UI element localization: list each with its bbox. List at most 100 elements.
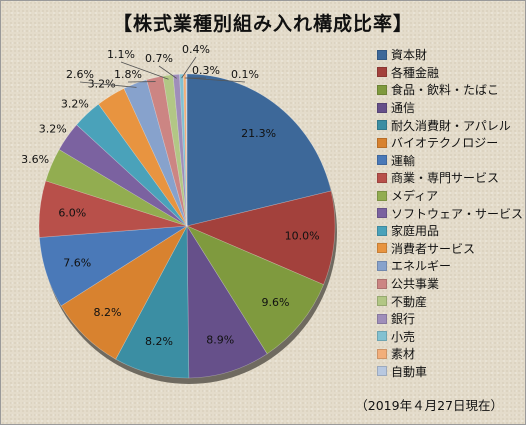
- legend-item: メディア: [377, 187, 523, 205]
- legend-item: 不動産: [377, 292, 523, 310]
- legend-swatch: [377, 49, 387, 60]
- legend-swatch: [377, 137, 387, 148]
- legend-item: 商業・専門サービス: [377, 169, 523, 187]
- legend-label: メディア: [391, 189, 439, 204]
- legend-swatch: [377, 296, 387, 307]
- legend-swatch: [377, 331, 387, 342]
- slice-data-label: 21.3%: [241, 127, 276, 140]
- legend-label: 消費者サービス: [391, 241, 476, 256]
- pie-slice: [186, 225, 324, 355]
- leader-line: [181, 56, 197, 79]
- slice-data-label: 3.2%: [39, 122, 67, 135]
- pie-slice: [60, 225, 188, 360]
- legend-label: ソフトウェア・サービス: [391, 206, 524, 221]
- legend-swatch: [377, 278, 387, 289]
- legend-label: 素材: [391, 347, 416, 362]
- legend-swatch: [377, 120, 387, 131]
- legend-label: 小売: [391, 329, 416, 344]
- pie-slice: [146, 75, 188, 227]
- legend-label: バイオテクノロジー: [391, 136, 499, 151]
- slice-data-label: 6.0%: [58, 207, 86, 220]
- slice-data-label: 7.6%: [63, 257, 91, 270]
- legend-item: 食品・飲料・たばこ: [377, 81, 523, 99]
- legend-item: 自動車: [377, 363, 523, 381]
- slice-data-label: 0.7%: [145, 52, 173, 65]
- legend-item: 各種金融: [377, 64, 523, 82]
- pie-slice: [162, 74, 188, 227]
- legend-item: 資本財: [377, 46, 523, 64]
- leader-line: [186, 77, 246, 83]
- legend-label: エネルギー: [391, 259, 452, 274]
- chart-title: 【株式業種別組み入れ構成比率】: [112, 13, 413, 35]
- legend-label: 食品・飲料・たばこ: [391, 83, 500, 98]
- slice-data-label: 1.8%: [114, 68, 142, 81]
- legend-item: 家庭用品: [377, 222, 523, 240]
- legend-item: 銀行: [377, 310, 523, 328]
- legend-item: ソフトウェア・サービス: [377, 204, 523, 222]
- legend-swatch: [377, 348, 387, 359]
- chart-legend: 資本財各種金融食品・飲料・たばこ 通信耐久消費財・アパレル バイオテクノロジー 運輸商…: [377, 46, 523, 380]
- legend-label: 不動産: [391, 294, 428, 309]
- pie-slice: [98, 88, 188, 227]
- as-of-date: （2019年４月27日現在）: [355, 398, 503, 413]
- slice-data-label: 3.6%: [21, 153, 49, 166]
- legend-label: 家庭用品: [391, 224, 440, 239]
- legend-label: 商業・専門サービス: [391, 171, 500, 186]
- legend-label: 通信: [391, 101, 416, 116]
- legend-label: 自動車: [391, 364, 428, 379]
- pie-slice: [179, 73, 188, 227]
- pie-slice: [115, 225, 190, 379]
- slice-data-label: 8.2%: [145, 335, 173, 348]
- slice-data-label: 2.6%: [66, 68, 94, 81]
- slice-data-label: 3.2%: [61, 98, 89, 111]
- slice-data-label: 10.0%: [285, 230, 320, 243]
- legend-item: 公共事業: [377, 275, 523, 293]
- legend-item: エネルギー: [377, 257, 523, 275]
- legend-swatch: [377, 313, 387, 324]
- pie-slice: [186, 73, 332, 227]
- leader-line: [158, 65, 177, 79]
- legend-item: 通信: [377, 99, 523, 117]
- pie-slice: [186, 190, 336, 286]
- legend-swatch: [377, 172, 387, 183]
- legend-swatch: [377, 225, 387, 236]
- legend-swatch: [377, 102, 387, 113]
- pie-slice: [58, 124, 188, 227]
- legend-item: バイオテクノロジー: [377, 134, 523, 152]
- pie-slice: [172, 73, 188, 227]
- pie-slice: [45, 149, 188, 227]
- legend-item: 小売: [377, 328, 523, 346]
- legend-swatch: [377, 243, 387, 254]
- legend-label: 公共事業: [391, 277, 440, 292]
- legend-label: 耐久消費財・アパレル: [391, 118, 511, 133]
- pie-slice: [123, 79, 188, 227]
- legend-label: 各種金融: [391, 65, 440, 80]
- legend-label: 資本財: [391, 48, 428, 63]
- slice-data-label: 0.1%: [231, 68, 259, 81]
- legend-label: 銀行: [391, 312, 416, 327]
- legend-swatch: [377, 67, 387, 78]
- leader-line: [79, 81, 137, 88]
- pie-slice: [185, 73, 188, 227]
- legend-item: 耐久消費財・アパレル: [377, 116, 523, 134]
- legend-swatch: [377, 155, 387, 166]
- legend-swatch: [377, 190, 387, 201]
- legend-swatch: [377, 260, 387, 271]
- leader-line: [120, 61, 169, 80]
- slice-data-label: 0.3%: [192, 64, 220, 77]
- pie-slice: [76, 103, 188, 227]
- pie-slice: [39, 225, 188, 307]
- legend-item: 消費者サービス: [377, 240, 523, 258]
- slice-data-label: 8.9%: [206, 334, 234, 347]
- legend-label: 運輸: [391, 153, 416, 168]
- slice-data-label: 0.4%: [182, 43, 210, 56]
- pie-slice: [38, 180, 188, 238]
- slice-data-label: 9.6%: [262, 296, 290, 309]
- slice-data-label: 1.1%: [107, 48, 135, 61]
- legend-item: 素材: [377, 345, 523, 363]
- legend-swatch: [377, 366, 387, 377]
- pie-slice: [186, 224, 268, 379]
- slice-data-label: 8.2%: [93, 306, 121, 319]
